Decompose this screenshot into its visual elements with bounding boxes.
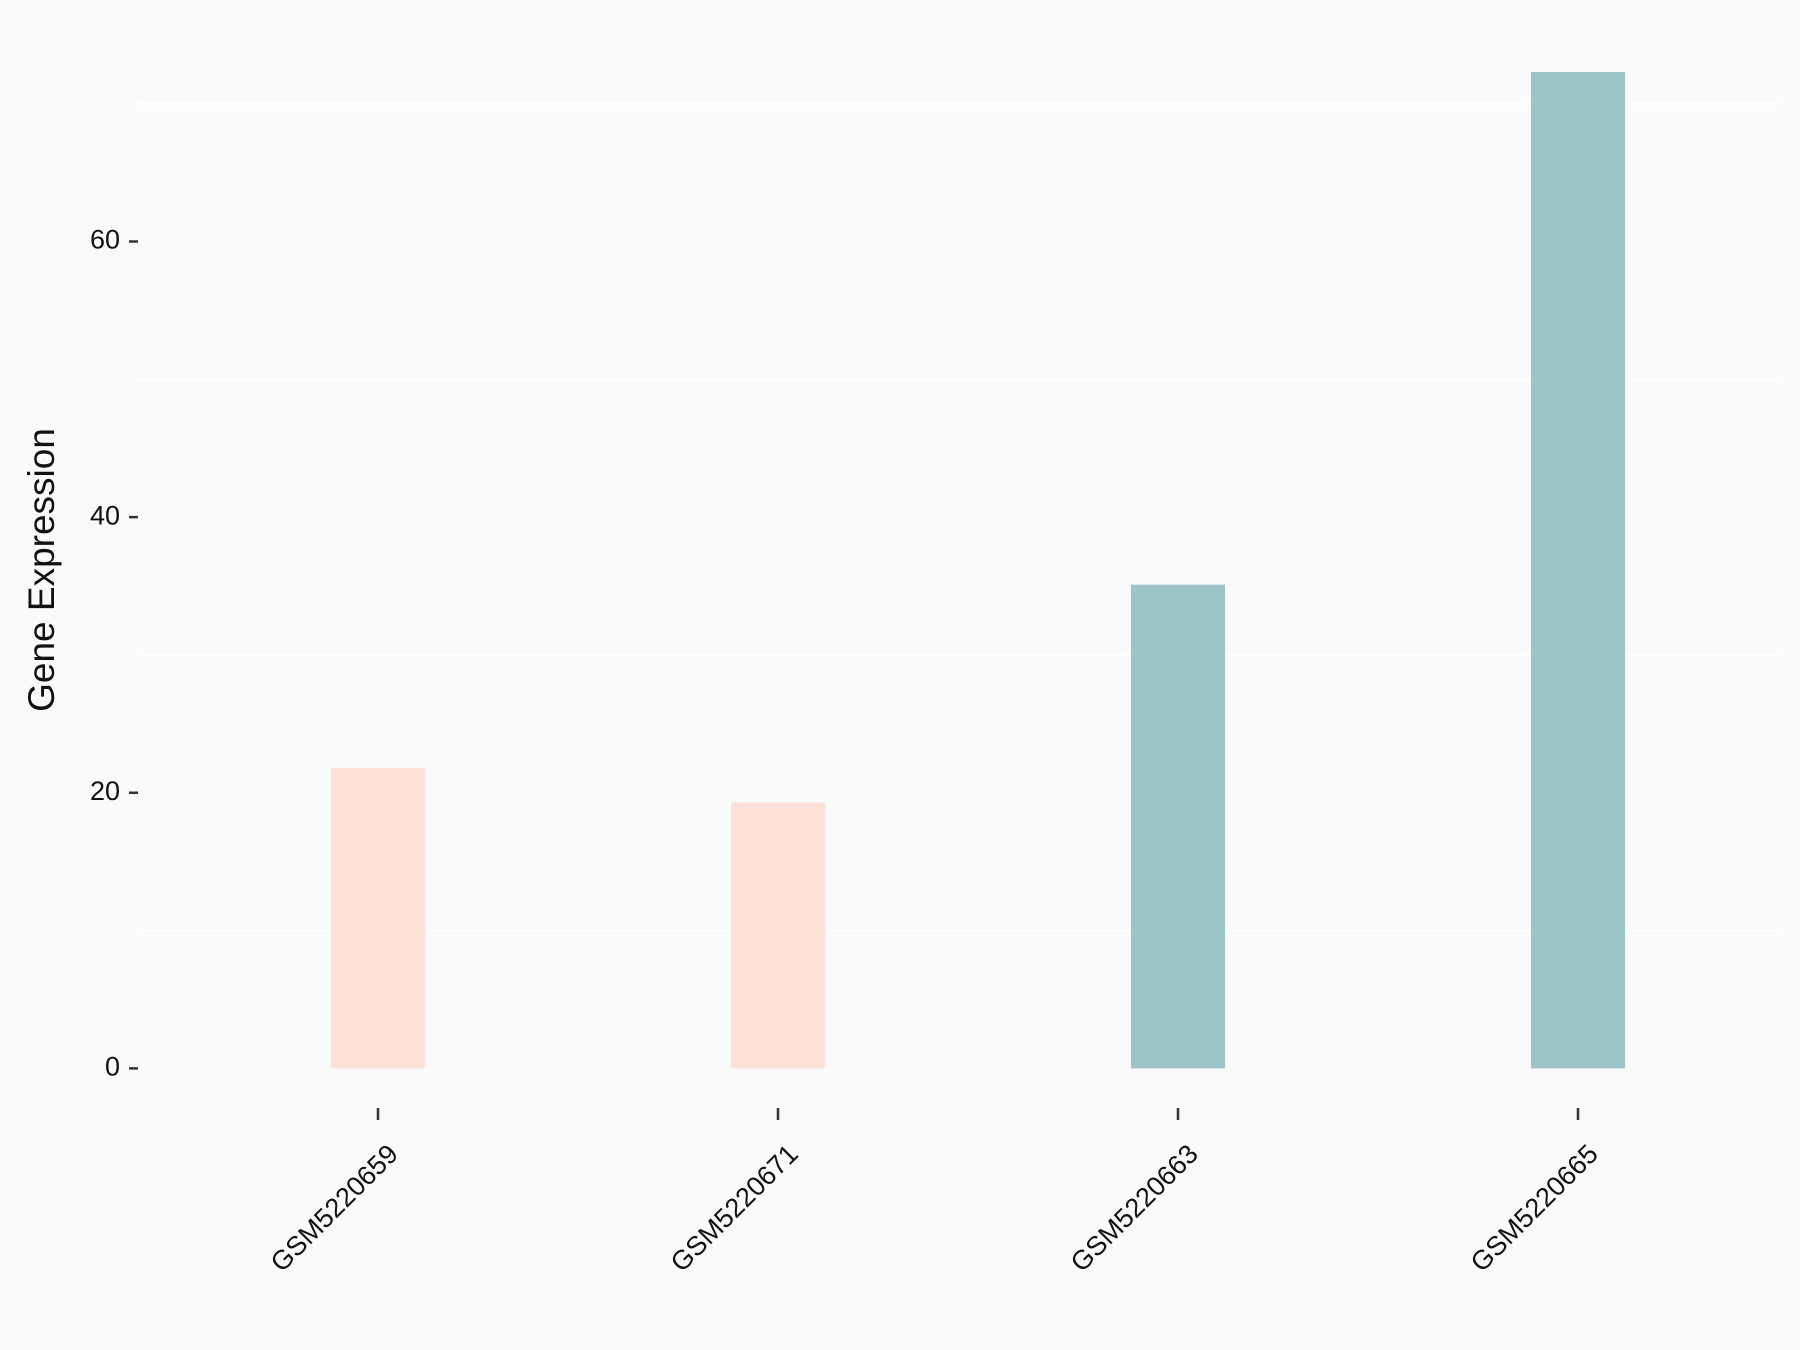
y-tick-label: 40: [90, 500, 120, 530]
y-tick-label: 20: [90, 776, 120, 806]
y-axis-title: Gene Expression: [21, 428, 62, 712]
y-tick-label: 0: [105, 1052, 120, 1082]
bar: [1131, 584, 1225, 1069]
bar: [1531, 71, 1625, 1069]
bar: [731, 802, 825, 1069]
y-tick-label: 60: [90, 225, 120, 255]
bar: [331, 767, 425, 1069]
